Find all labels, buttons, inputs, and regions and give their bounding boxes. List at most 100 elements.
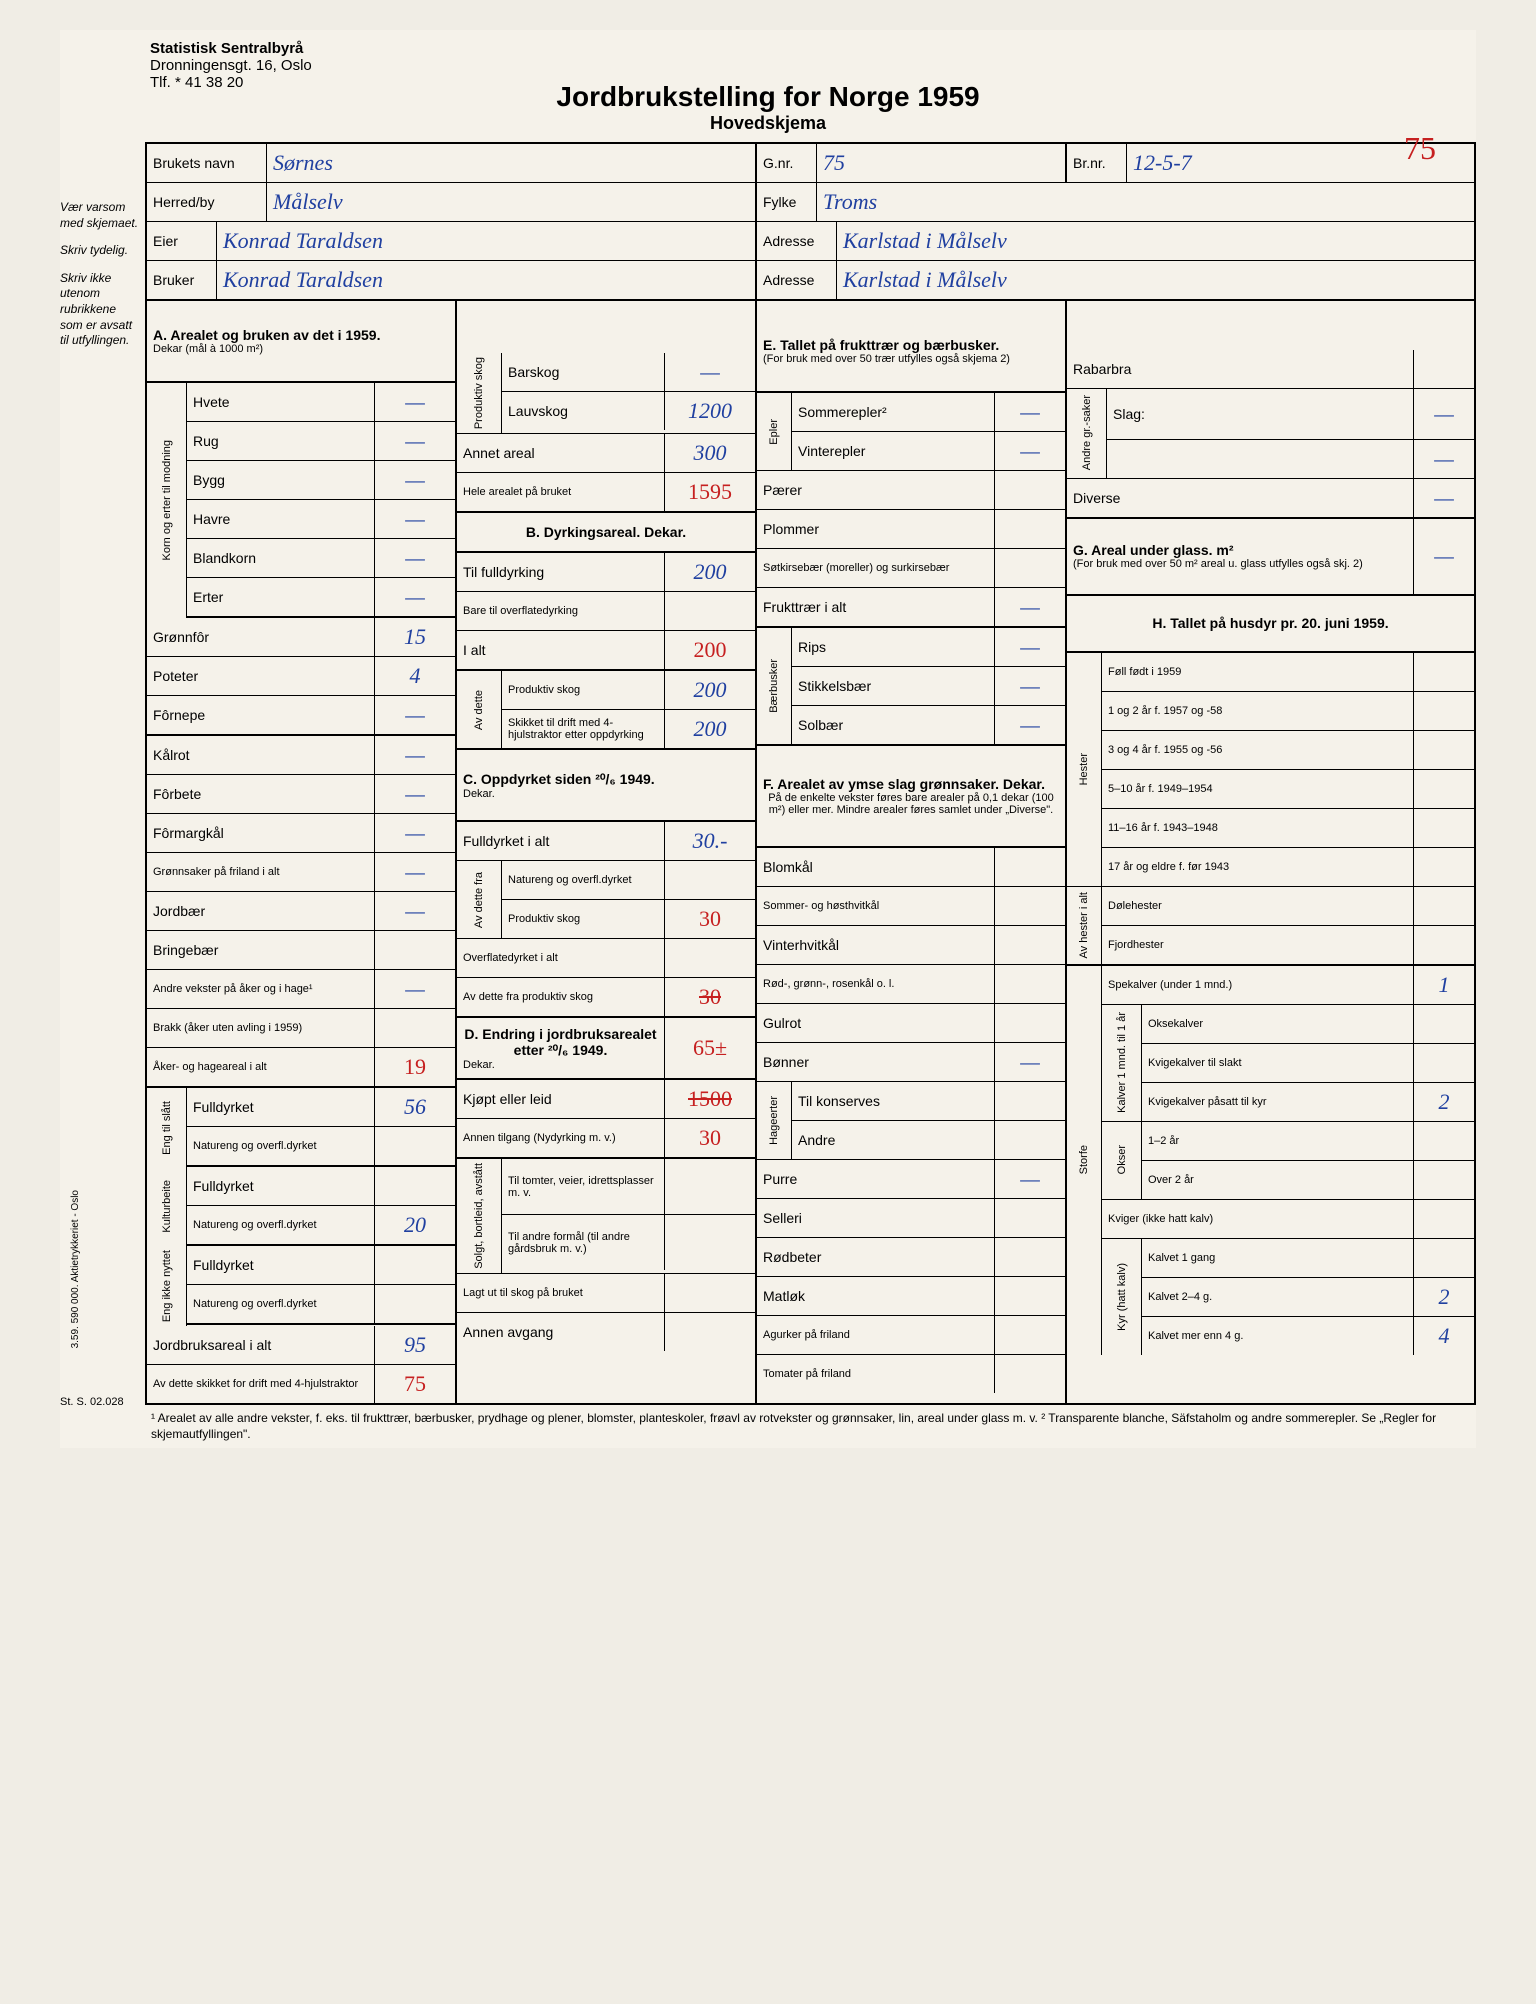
gronnfor-val: 15: [404, 624, 426, 650]
paerer-lbl: Pærer: [763, 482, 802, 498]
hageandre-lbl: Andre: [798, 1132, 835, 1148]
eng-full-val: 56: [404, 1094, 426, 1120]
annet-lbl: Annet areal: [463, 445, 535, 461]
fornepe-lbl: Fôrnepe: [153, 707, 205, 723]
annet-val: 300: [694, 440, 727, 466]
storfe-lbl: Storfe: [1078, 1145, 1090, 1174]
17-lbl: 17 år og eldre f. før 1943: [1108, 861, 1229, 873]
plommer-lbl: Plommer: [763, 521, 819, 537]
herred-val: Målselv: [273, 189, 343, 215]
skikket-lbl: Av dette skikket for drift med 4-hjulstr…: [153, 1378, 358, 1390]
fornepe-val: —: [405, 702, 425, 728]
sommerhv-lbl: Sommer- og høsthvitkål: [763, 900, 879, 912]
brukets-navn-lbl: Brukets navn: [153, 155, 235, 171]
skikket-val: 75: [404, 1371, 426, 1397]
vinterhv-lbl: Vinterhvitkål: [763, 937, 839, 953]
kalvetmer-lbl: Kalvet mer enn 4 g.: [1148, 1330, 1243, 1342]
rips-lbl: Rips: [798, 639, 826, 655]
brukets-navn-val: Sørnes: [273, 150, 333, 176]
secC-avprod-val: 30: [699, 984, 721, 1010]
okse-lbl: Oksekalver: [1148, 1018, 1203, 1030]
kalrot-val: —: [405, 742, 425, 768]
dole-lbl: Dølehester: [1108, 900, 1162, 912]
hele-lbl: Hele arealet på bruket: [463, 486, 571, 498]
engny-lbl: Eng ikke nyttet: [161, 1250, 173, 1322]
brnr-lbl: Br.nr.: [1073, 155, 1106, 171]
secC-prod-val: 30: [699, 906, 721, 932]
secH-head: H. Tallet på husdyr pr. 20. juni 1959.: [1152, 615, 1388, 631]
eier-adresse-val: Karlstad i Målselv: [843, 228, 1007, 254]
eng-nat-lbl: Natureng og overfl.dyrket: [193, 1140, 317, 1152]
secG-head: G. Areal under glass. m²: [1073, 542, 1234, 558]
okser-lbl: Okser: [1116, 1145, 1128, 1174]
secB-full-lbl: Til fulldyrking: [463, 564, 544, 580]
secB-head: B. Dyrkingsareal. Dekar.: [526, 524, 686, 540]
bonner-val: —: [1020, 1049, 1040, 1075]
note-2: Skriv tydelig.: [60, 243, 140, 259]
secD-avgang-lbl: Annen avgang: [463, 1324, 553, 1340]
slag-lbl: Slag:: [1113, 406, 1145, 422]
secE-head: E. Tallet på frukttrær og bærbusker.: [763, 337, 999, 353]
gronnsak-lbl: Grønnsaker på friland i alt: [153, 866, 280, 878]
stikkels-val: —: [1020, 673, 1040, 699]
agurker-lbl: Agurker på friland: [763, 1329, 850, 1341]
eng-full-lbl: Fulldyrket: [193, 1099, 254, 1115]
rabarbra-lbl: Rabarbra: [1073, 361, 1131, 377]
brnr-val: 12-5-7: [1133, 150, 1192, 176]
secD-annen-lbl: Annen tilgang (Nydyrking m. v.): [463, 1132, 616, 1144]
form-grid: Brukets navn Sørnes G.nr. 75 Br.nr. 12-5…: [145, 142, 1476, 1405]
kul-full-lbl: Fulldyrket: [193, 1178, 254, 1194]
secB-prodskog-val: 200: [694, 677, 727, 703]
secC-full-val: 30.-: [693, 828, 728, 854]
havre-val: —: [405, 506, 425, 532]
form-code: St. S. 02.028: [60, 1396, 124, 1408]
secC-overfl-lbl: Overflatedyrket i alt: [463, 952, 558, 964]
bruker-val: Konrad Taraldsen: [223, 267, 383, 293]
gronnsak-val: —: [405, 859, 425, 885]
eier-adresse-lbl: Adresse: [763, 233, 814, 249]
secB-full-val: 200: [694, 559, 727, 585]
rod-lbl: Rød-, grønn-, rosenkål o. l.: [763, 978, 894, 990]
purre-lbl: Purre: [763, 1171, 797, 1187]
secF-head: F. Arealet av ymse slag grønnsaker. Deka…: [763, 776, 1045, 792]
hele-val: 1595: [688, 479, 732, 505]
bonner-lbl: Bønner: [763, 1054, 809, 1070]
secA-sub: Dekar (mål à 1000 m²): [153, 343, 263, 355]
konserves-lbl: Til konserves: [798, 1093, 880, 1109]
secD-formal-lbl: Til andre formål (til andre gårdsbruk m.…: [508, 1231, 658, 1255]
kyr-lbl: Kyr (hatt kalv): [1116, 1263, 1128, 1331]
secB-ialt-val: 200: [694, 637, 727, 663]
secD-kjopt-lbl: Kjøpt eller leid: [463, 1091, 552, 1107]
11-16-lbl: 11–16 år f. 1943–1948: [1108, 822, 1218, 834]
sotkirse-lbl: Søtkirsebær (moreller) og surkirsebær: [763, 562, 949, 574]
secB-bare-lbl: Bare til overflatedyrking: [463, 605, 578, 617]
secD-solgt-lbl: Solgt, bortleid, avstått: [473, 1163, 485, 1269]
secC-prod-lbl: Produktiv skog: [508, 913, 580, 925]
formargkal-val: —: [405, 820, 425, 846]
solbaer-val: —: [1020, 712, 1040, 738]
fylke-lbl: Fylke: [763, 194, 796, 210]
rug-lbl: Rug: [193, 433, 219, 449]
note-1: Vær varsom med skjemaet.: [60, 200, 140, 231]
erter-lbl: Erter: [193, 589, 223, 605]
lauvskog-val: 1200: [688, 398, 732, 424]
fjord-lbl: Fjordhester: [1108, 939, 1164, 951]
havre-lbl: Havre: [193, 511, 230, 527]
secD-head-val: 65±: [693, 1035, 727, 1061]
forbete-val: —: [405, 781, 425, 807]
matlok-lbl: Matløk: [763, 1288, 805, 1304]
kalvetmer-val: 4: [1439, 1323, 1450, 1349]
andre-val: —: [405, 976, 425, 1002]
poteter-lbl: Poteter: [153, 668, 198, 684]
hvete-val: —: [405, 389, 425, 415]
erter-val: —: [405, 584, 425, 610]
bruker-adresse-lbl: Adresse: [763, 272, 814, 288]
kalvet1-lbl: Kalvet 1 gang: [1148, 1252, 1215, 1264]
5-10-lbl: 5–10 år f. 1949–1954: [1108, 783, 1213, 795]
brakk-lbl: Brakk (åker uten avling i 1959): [153, 1022, 302, 1034]
kalvet24-val: 2: [1439, 1284, 1450, 1310]
secC-sub: Dekar.: [463, 788, 495, 800]
bygg-lbl: Bygg: [193, 472, 225, 488]
rips-val: —: [1020, 634, 1040, 660]
spekalver-val: 1: [1439, 972, 1450, 998]
